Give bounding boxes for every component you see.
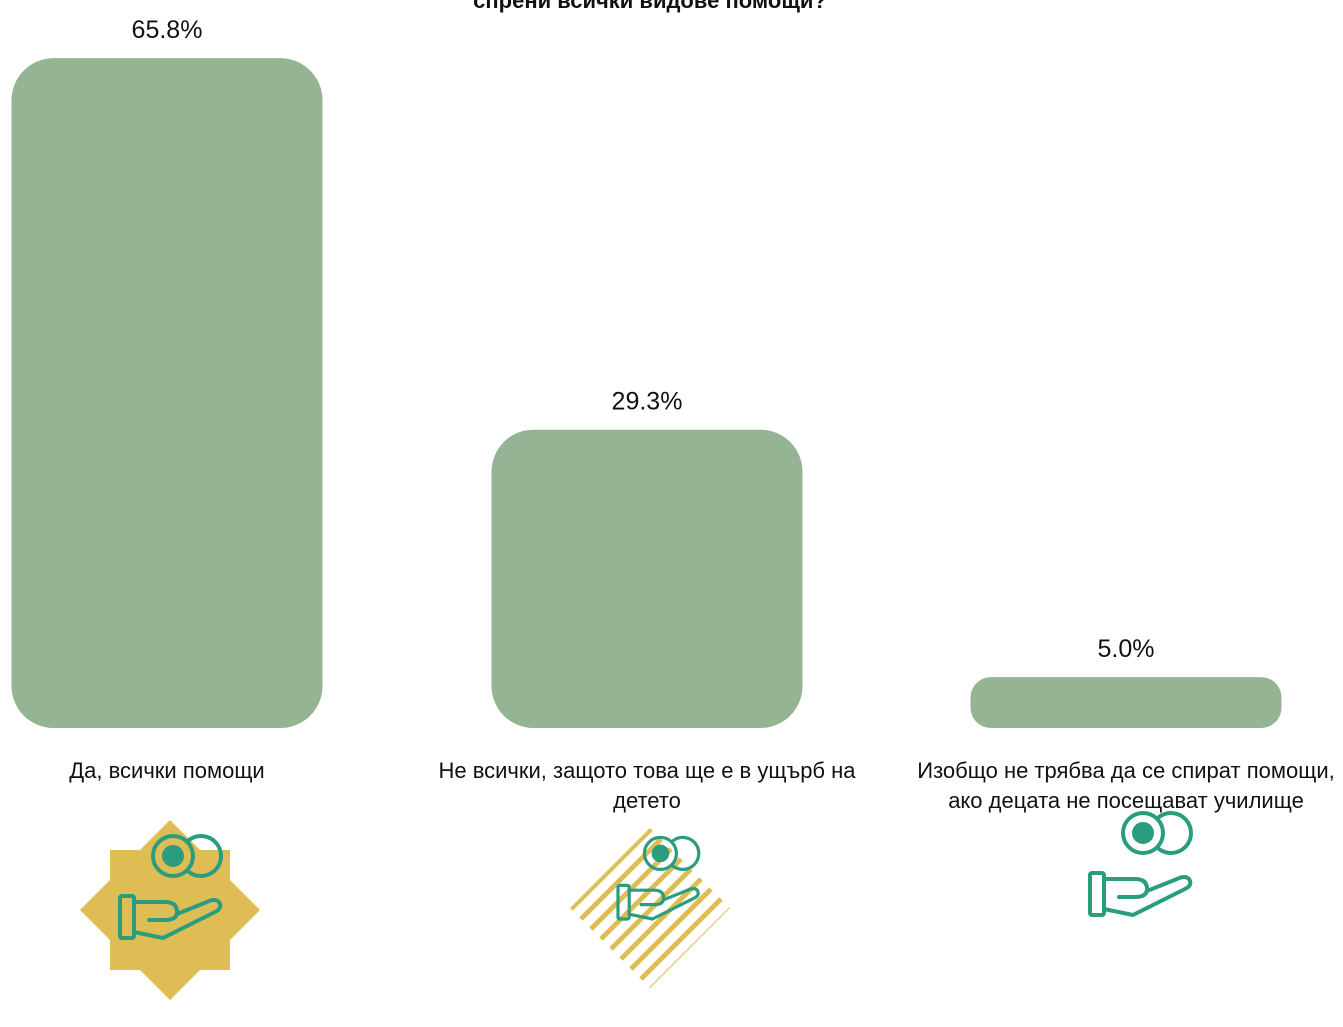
icon-cross	[80, 820, 260, 1000]
category-label: Изобщо не трябва да се спират помощи, ак…	[917, 758, 1335, 813]
bar	[11, 58, 323, 728]
value-label: 65.8%	[132, 16, 203, 44]
value-label: 29.3%	[612, 388, 683, 416]
value-label: 5.0%	[1098, 635, 1155, 663]
category-label: Да, всички помощи	[69, 758, 265, 783]
category-label: Не всички, защото това ще е в ущърб на д…	[438, 758, 856, 813]
bar	[970, 677, 1282, 728]
icon-plain	[1088, 811, 1193, 917]
bar	[491, 429, 803, 728]
chart-title: спрени всички видове помощи?	[473, 0, 827, 13]
icon-stripes	[570, 828, 730, 988]
